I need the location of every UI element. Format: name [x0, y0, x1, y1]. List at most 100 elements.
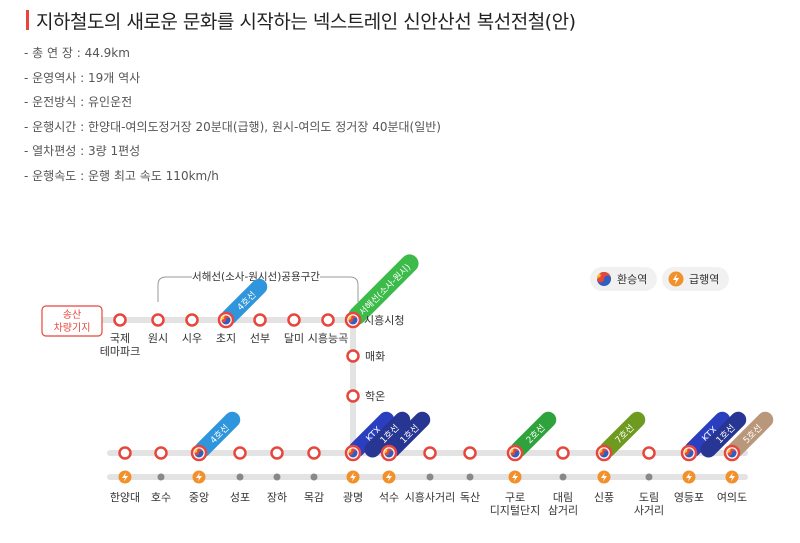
station-label-lower-5: 목감 — [304, 491, 324, 504]
stop-dot — [157, 473, 165, 481]
station-label-lower-14: 영등포 — [674, 491, 704, 504]
lightning-icon — [508, 470, 522, 484]
station-label-lower-11: 대림 삼거리 — [548, 491, 578, 517]
legend-express: 급행역 — [662, 267, 730, 291]
station-label-lower-15: 여의도 — [717, 491, 747, 504]
station-label-vertical-1: 학온 — [365, 390, 385, 403]
lightning-icon — [682, 470, 696, 484]
lightning-icon — [382, 470, 396, 484]
station-marker-2 — [185, 313, 199, 327]
station-marker-lower-1 — [154, 446, 168, 460]
stop-dot — [645, 473, 653, 481]
station-marker-lower-0 — [118, 446, 132, 460]
depot-label-line1: 송산 — [63, 309, 81, 321]
spec-key: - 운전방식 — [24, 95, 77, 110]
taeguk-icon — [597, 272, 611, 286]
station-marker-1 — [151, 313, 165, 327]
spec-list: - 총 연 장 : 44.9km - 운영역사 : 19개 역사 - 운전방식 … — [24, 45, 441, 193]
station-label-lower-3: 성포 — [230, 491, 250, 504]
depot-label-line2: 차량기지 — [54, 322, 91, 334]
station-marker-4 — [253, 313, 267, 327]
spec-formation: - 열차편성 : 3량 1편성 — [24, 143, 441, 168]
spec-value: : 운행 최고 속도 110km/h — [76, 168, 219, 183]
station-label-lower-10: 구로 디지털단지 — [490, 491, 541, 517]
station-marker-lower-3 — [233, 446, 247, 460]
spec-run-time: - 운행시간 : 한양대-여의도정거장 20분대(급행), 원시-여의도 정거장… — [24, 119, 441, 144]
stop-dot — [236, 473, 244, 481]
station-marker-vertical-0 — [346, 349, 360, 363]
spec-speed: - 운행속도 : 운행 최고 속도 110km/h — [24, 168, 441, 193]
station-label-junction: 시흥시청 — [364, 313, 404, 327]
taeguk-icon — [680, 444, 698, 462]
stop-dot — [466, 473, 474, 481]
station-marker-6 — [321, 313, 335, 327]
station-label-upper-4: 선부 — [250, 332, 270, 345]
station-label-upper-2: 시우 — [182, 332, 202, 345]
station-marker-vertical-1 — [346, 389, 360, 403]
station-label-upper-0: 국제 테마파크 — [100, 332, 140, 358]
spec-length: - 총 연 장 : 44.9km — [24, 45, 441, 70]
shared-section-label: 서해선(소사-원시선)공용구간 — [192, 270, 320, 283]
spec-key: - 운행속도 — [24, 168, 77, 183]
taeguk-icon — [380, 444, 398, 462]
station-label-vertical-0: 매화 — [365, 350, 385, 363]
station-marker-lower-5 — [307, 446, 321, 460]
lightning-icon — [668, 271, 684, 287]
spec-value: : 19개 역사 — [76, 70, 141, 85]
taeguk-icon — [344, 444, 362, 462]
station-marker-lower-9 — [463, 446, 477, 460]
station-marker-lower-8 — [423, 446, 437, 460]
station-label-lower-4: 장하 — [267, 490, 287, 504]
shared-label-bg — [192, 267, 320, 285]
legend-transfer-label: 환승역 — [617, 273, 648, 286]
station-marker-5 — [287, 313, 301, 327]
taeguk-icon — [190, 444, 208, 462]
station-label-lower-13: 도림 사거리 — [634, 491, 664, 517]
spec-key: - 총 연 장 — [24, 46, 73, 60]
station-label-lower-2: 중앙 — [189, 491, 209, 504]
title-accent-bar — [26, 10, 29, 30]
station-marker-lower-13 — [642, 446, 656, 460]
station-marker-0 — [113, 313, 127, 327]
lightning-icon — [725, 470, 739, 484]
lightning-icon — [118, 470, 132, 484]
station-label-lower-7: 석수 — [379, 491, 399, 504]
station-label-lower-9: 독산 — [460, 491, 480, 504]
spec-key: - 열차편성 — [24, 144, 77, 159]
taeguk-icon — [344, 311, 362, 329]
station-label-lower-12: 신풍 — [594, 491, 614, 504]
stop-dot — [273, 473, 281, 481]
station-label-upper-6: 시흥능곡 — [308, 331, 348, 345]
legend-transfer: 환승역 — [590, 267, 658, 291]
stop-dot — [310, 473, 318, 481]
taeguk-icon — [595, 444, 613, 462]
spec-key: - 운영역사 — [24, 70, 77, 85]
lightning-icon — [192, 470, 206, 484]
taeguk-icon — [217, 311, 235, 329]
legend-express-label: 급행역 — [689, 273, 720, 286]
spec-stations: - 운영역사 : 19개 역사 — [24, 70, 441, 95]
station-label-lower-6: 광명 — [343, 491, 363, 504]
station-marker-lower-11 — [556, 446, 570, 460]
stop-dot — [426, 473, 434, 481]
station-label-lower-0: 한양대 — [110, 491, 140, 504]
spec-key: - 운행시간 — [24, 119, 77, 134]
station-marker-lower-4 — [270, 446, 284, 460]
taeguk-icon — [506, 444, 524, 462]
station-label-lower-8: 시흥사거리 — [405, 490, 456, 504]
station-label-upper-5: 달미 — [284, 332, 304, 345]
station-label-upper-3: 초지 — [216, 332, 236, 345]
station-label-upper-1: 원시 — [148, 332, 168, 345]
spec-value: : 44.9km — [72, 46, 130, 60]
page-title: 지하철도의 새로운 문화를 시작하는 넥스트레인 신안산선 복선전철(안) — [36, 11, 576, 33]
spec-value: : 한양대-여의도정거장 20분대(급행), 원시-여의도 정거장 40분대(일… — [76, 119, 441, 134]
line-badge-label: 서해선(소사-원시) — [357, 262, 413, 318]
lightning-icon — [597, 470, 611, 484]
spec-value: : 유인운전 — [76, 95, 133, 110]
stop-dot — [559, 473, 567, 481]
spec-operation: - 운전방식 : 유인운전 — [24, 94, 441, 119]
lightning-icon — [346, 470, 360, 484]
taeguk-icon — [723, 444, 741, 462]
